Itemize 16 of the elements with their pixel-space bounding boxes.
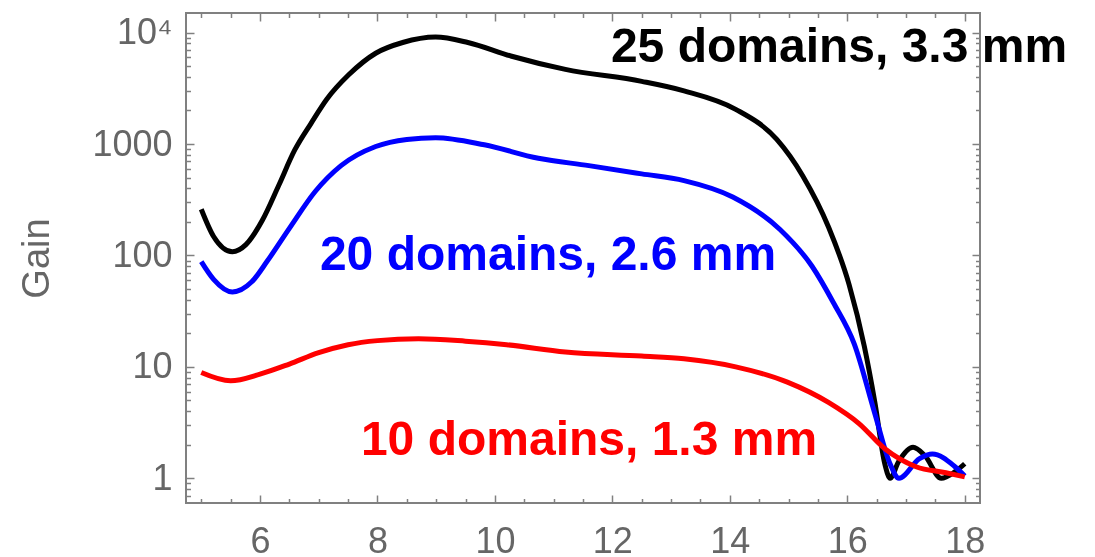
- x-tick-label: 16: [827, 519, 868, 557]
- y-tick-label: 10: [132, 345, 173, 387]
- series-label: 10 domains, 1.3 mm: [360, 412, 818, 465]
- x-tick-label: 6: [250, 519, 271, 557]
- y-tick-label: 1: [152, 456, 173, 498]
- y-axis-title: Gain: [14, 218, 57, 299]
- x-tick-label: 10: [475, 519, 516, 557]
- x-tick-label: 8: [367, 519, 388, 557]
- y-tick-label: 1000: [92, 122, 173, 164]
- x-tick-label: 14: [710, 519, 751, 557]
- y-tick-label: 100: [112, 233, 173, 275]
- x-tick-label: 12: [592, 519, 633, 557]
- series-label: 20 domains, 2.6 mm: [319, 227, 777, 280]
- x-tick-label: 18: [945, 519, 986, 557]
- y-tick-label: 10⁴: [116, 11, 173, 53]
- series-label: 25 domains, 3.3 mm: [610, 19, 1068, 72]
